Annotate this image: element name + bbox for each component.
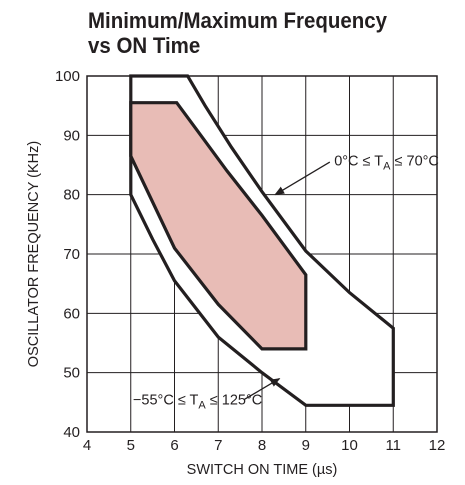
y-tick-label-80: 80	[63, 187, 80, 204]
chart-title-line-2: vs ON Time	[88, 33, 201, 58]
outer-label-subscript: A	[198, 399, 206, 411]
x-tick-label-6: 6	[170, 437, 178, 454]
outer-region-label: −55°C ≤ TA ≤ 125°C	[133, 392, 262, 411]
y-tick-label-60: 60	[63, 305, 80, 322]
x-tick-label-4: 4	[83, 437, 91, 454]
y-tick-label-40: 40	[63, 424, 80, 441]
y-tick-label-70: 70	[63, 246, 80, 263]
inner-region-fill	[129, 101, 308, 351]
x-tick-label-10: 10	[341, 437, 358, 454]
inner-region-label: 0°C ≤ TA ≤ 70°C	[334, 153, 439, 172]
x-tick-label-7: 7	[214, 437, 222, 454]
inner-label-subscript: A	[383, 160, 391, 172]
outer-label-prefix: −55°C ≤ T	[133, 392, 199, 408]
tick-labels: 4 5 6 7 8 9 10 11 12 40 50 60 70 80 90 100	[55, 68, 445, 454]
y-tick-label-50: 50	[63, 365, 80, 382]
inner-region-arrow	[274, 161, 331, 196]
x-tick-label-8: 8	[258, 437, 266, 454]
x-tick-label-11: 11	[385, 437, 401, 454]
x-axis-label: SWITCH ON TIME (µs)	[187, 462, 338, 478]
chart-title-line-1: Minimum/Maximum Frequency	[88, 8, 388, 33]
inner-label-suffix: ≤ 70°C	[390, 153, 438, 169]
regions	[129, 74, 395, 407]
y-axis-label: OSCILLATOR FREQUENCY (KHz)	[26, 141, 42, 367]
annotations: 0°C ≤ TA ≤ 70°C −55°C ≤ TA ≤ 125°C	[133, 153, 439, 411]
outer-label-suffix: ≤ 125°C	[206, 392, 262, 408]
outer-region-arrow	[244, 378, 281, 400]
plot-frame	[86, 75, 438, 433]
x-tick-label-5: 5	[127, 437, 135, 454]
y-tick-label-100: 100	[55, 68, 80, 85]
chart-title: Minimum/Maximum Frequency vs ON Time	[88, 8, 423, 58]
x-tick-label-12: 12	[429, 437, 446, 454]
y-tick-label-90: 90	[63, 127, 80, 144]
inner-label-prefix: 0°C ≤ T	[334, 153, 383, 169]
x-tick-label-9: 9	[302, 437, 310, 454]
